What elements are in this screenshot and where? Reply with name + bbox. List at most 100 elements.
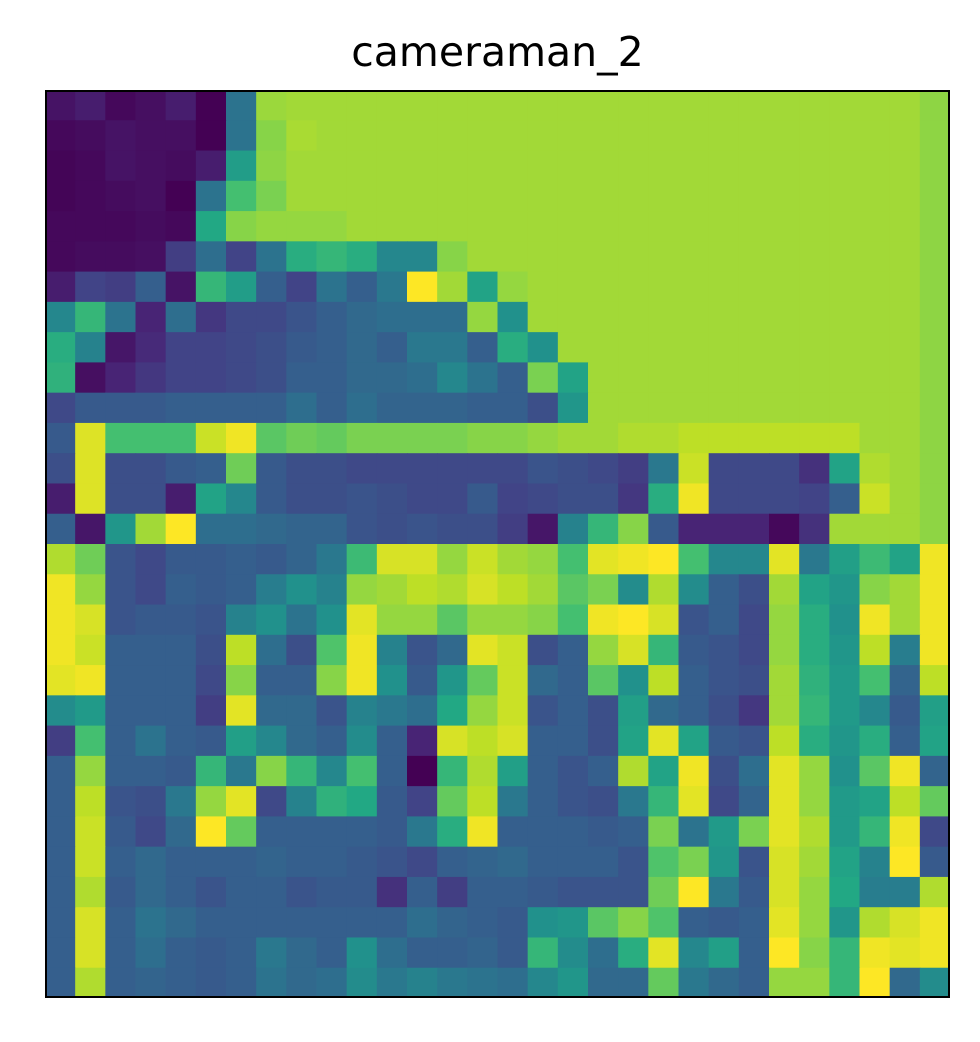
heatmap-cell <box>105 756 136 787</box>
heatmap-cell <box>317 423 348 454</box>
heatmap-cell <box>196 393 227 424</box>
heatmap-cell <box>105 665 136 696</box>
heatmap-cell <box>799 665 830 696</box>
heatmap-cell <box>105 847 136 878</box>
heatmap-cell <box>256 483 287 514</box>
heatmap-cell <box>407 544 438 575</box>
heatmap-cell <box>377 635 408 666</box>
heatmap-cell <box>317 453 348 484</box>
heatmap-cell <box>75 362 106 393</box>
heatmap-cell <box>317 181 348 212</box>
heatmap-cell <box>226 786 257 817</box>
heatmap-cell <box>769 726 800 757</box>
heatmap-cell <box>407 907 438 938</box>
heatmap-cell <box>528 756 559 787</box>
heatmap-cell <box>739 514 770 545</box>
heatmap-cell <box>498 695 529 726</box>
heatmap-cell <box>105 241 136 272</box>
heatmap-cell <box>588 847 619 878</box>
heatmap-cell <box>437 726 468 757</box>
heatmap-cell <box>528 211 559 242</box>
heatmap-cell <box>75 211 106 242</box>
heatmap-cell <box>769 483 800 514</box>
heatmap-cell <box>226 483 257 514</box>
heatmap-cell <box>739 907 770 938</box>
heatmap-cell <box>920 574 950 605</box>
heatmap-cell <box>709 453 740 484</box>
heatmap-cell <box>558 726 589 757</box>
heatmap-cell <box>377 877 408 908</box>
heatmap-cell <box>528 665 559 696</box>
heatmap-cell <box>166 635 197 666</box>
heatmap-cell <box>679 847 710 878</box>
heatmap-cell <box>166 332 197 363</box>
heatmap-cell <box>679 241 710 272</box>
heatmap-cell <box>920 90 950 121</box>
heatmap-cell <box>196 877 227 908</box>
heatmap-cell <box>860 605 891 636</box>
heatmap-cell <box>256 574 287 605</box>
heatmap-cell <box>860 181 891 212</box>
heatmap-cell <box>437 151 468 182</box>
heatmap-cell <box>920 877 950 908</box>
heatmap-cell <box>498 605 529 636</box>
heatmap-cell <box>437 877 468 908</box>
heatmap-cell <box>196 847 227 878</box>
heatmap-cell <box>588 514 619 545</box>
heatmap-cell <box>618 423 649 454</box>
heatmap-cell <box>226 151 257 182</box>
heatmap-cell <box>105 453 136 484</box>
heatmap-cell <box>498 816 529 847</box>
heatmap-cell <box>498 483 529 514</box>
heatmap-cell <box>317 574 348 605</box>
heatmap-cell <box>196 362 227 393</box>
heatmap-cell <box>890 544 921 575</box>
heatmap-cell <box>467 453 498 484</box>
heatmap-cell <box>618 756 649 787</box>
heatmap-cell <box>317 847 348 878</box>
heatmap-cell <box>679 877 710 908</box>
heatmap-cell <box>196 907 227 938</box>
heatmap-cell <box>45 332 76 363</box>
heatmap-cell <box>286 151 317 182</box>
heatmap-cell <box>136 756 167 787</box>
heatmap-cell <box>860 362 891 393</box>
heatmap-cell <box>286 574 317 605</box>
heatmap-cell <box>226 544 257 575</box>
heatmap-cell <box>528 968 559 998</box>
heatmap-cell <box>860 695 891 726</box>
heatmap-cell <box>920 211 950 242</box>
heatmap-cell <box>890 574 921 605</box>
heatmap-cell <box>890 726 921 757</box>
heatmap-cell <box>679 120 710 151</box>
heatmap-cell <box>588 574 619 605</box>
heatmap-cell <box>709 605 740 636</box>
heatmap-cell <box>166 665 197 696</box>
heatmap-cell <box>226 726 257 757</box>
heatmap-cell <box>286 332 317 363</box>
heatmap-cell <box>256 90 287 121</box>
heatmap-cell <box>588 332 619 363</box>
heatmap-cell <box>498 514 529 545</box>
heatmap-cell <box>136 968 167 998</box>
heatmap-cell <box>498 151 529 182</box>
heatmap-cell <box>799 241 830 272</box>
heatmap-cell <box>769 605 800 636</box>
heatmap-cell <box>136 726 167 757</box>
heatmap-cell <box>648 362 679 393</box>
heatmap-cell <box>890 816 921 847</box>
heatmap-cell <box>45 847 76 878</box>
heatmap-cell <box>890 665 921 696</box>
heatmap-cell <box>256 816 287 847</box>
heatmap-cell <box>769 695 800 726</box>
heatmap-cell <box>498 423 529 454</box>
heatmap-cell <box>920 483 950 514</box>
heatmap-cell <box>829 907 860 938</box>
heatmap-cell <box>256 453 287 484</box>
heatmap-cell <box>317 605 348 636</box>
heatmap-cell <box>317 272 348 303</box>
heatmap-cell <box>45 786 76 817</box>
heatmap-cell <box>196 120 227 151</box>
heatmap-cell <box>166 241 197 272</box>
heatmap-cell <box>136 90 167 121</box>
